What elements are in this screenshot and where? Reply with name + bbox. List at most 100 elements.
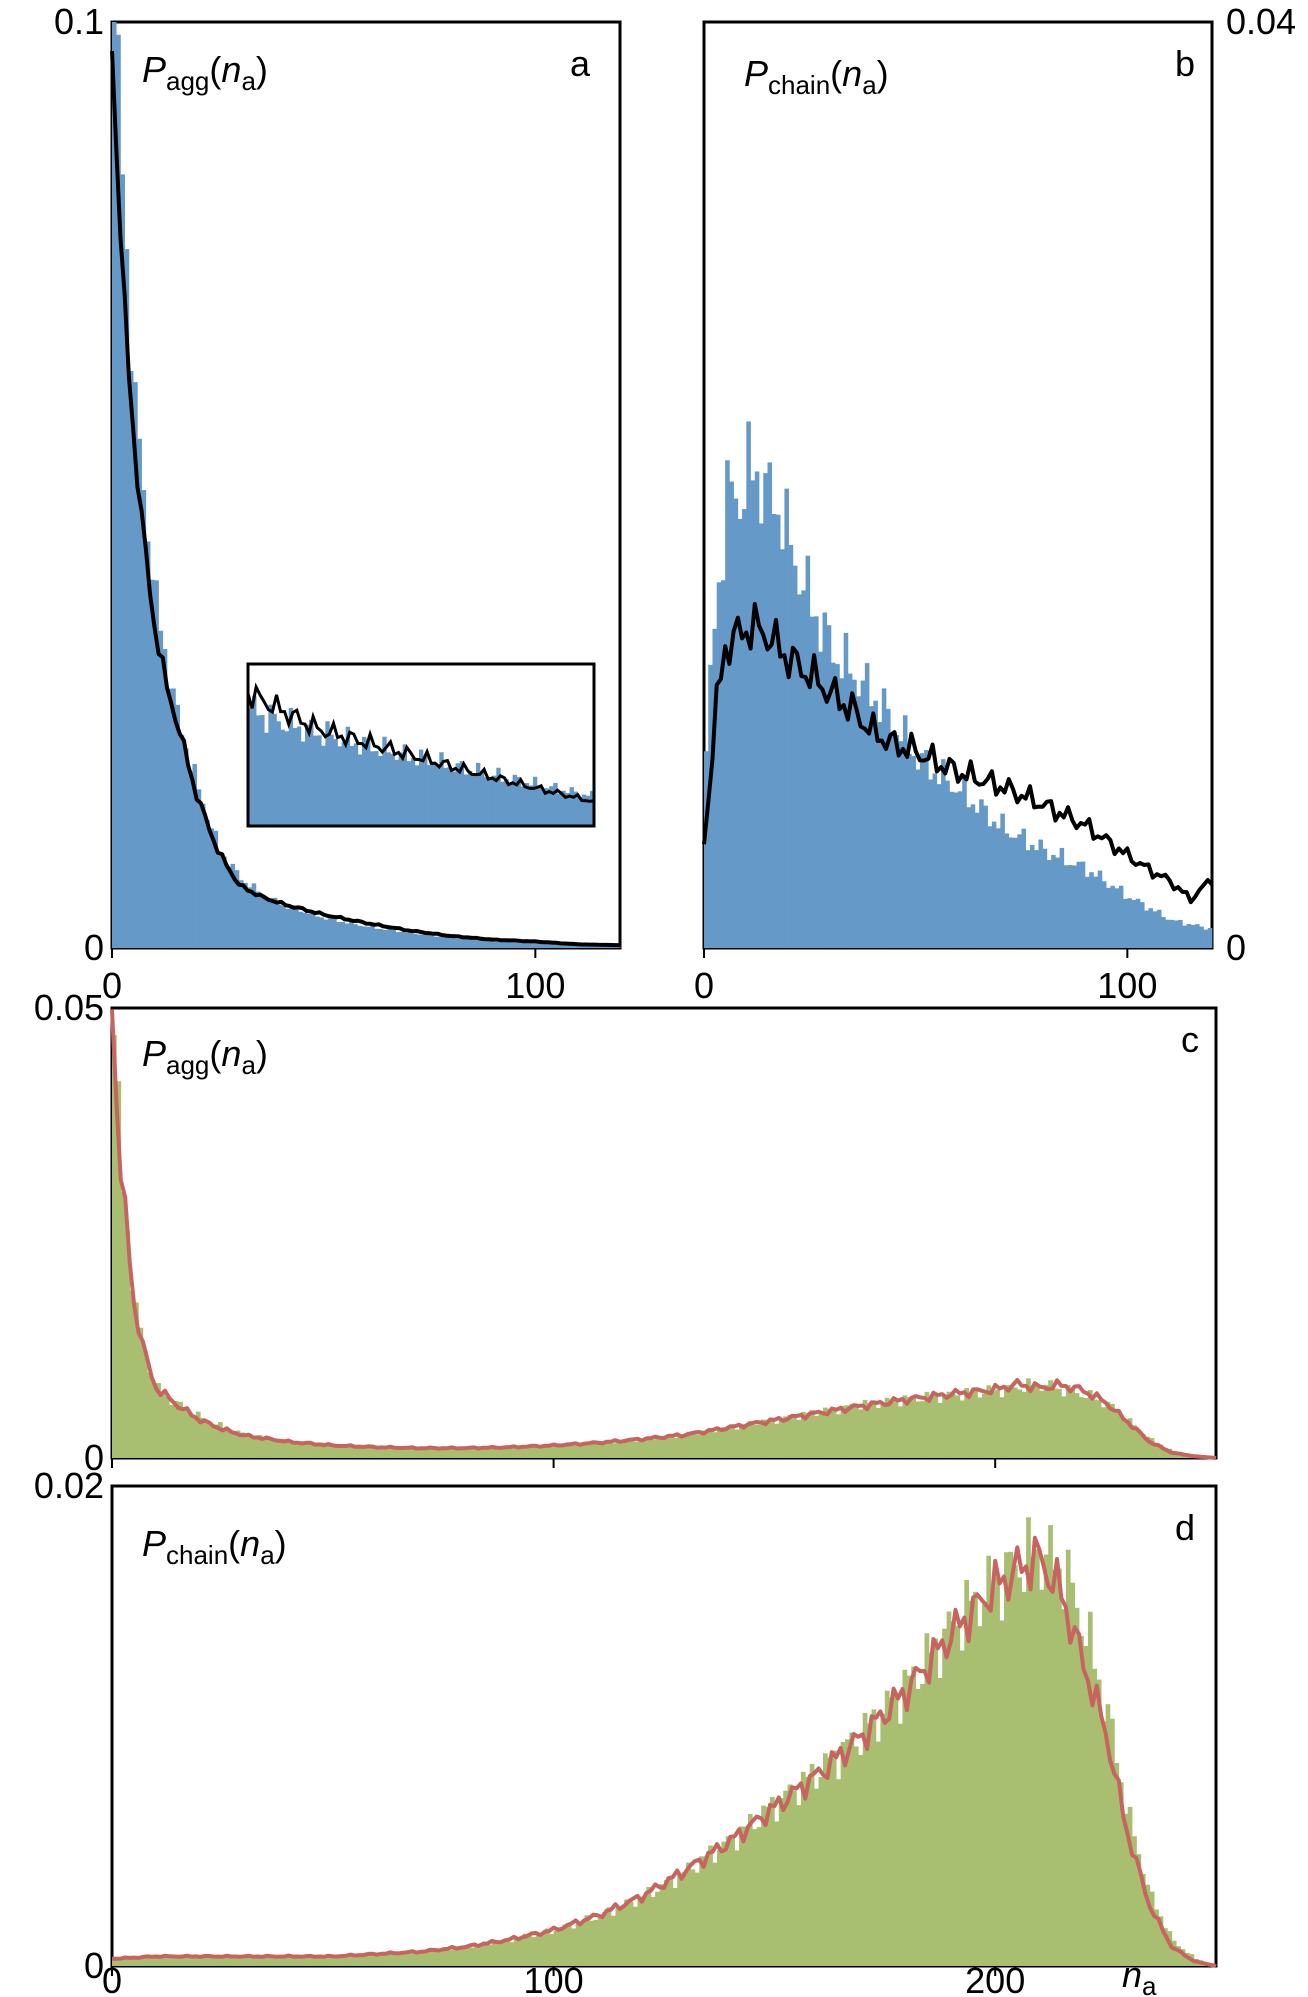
histogram-bar xyxy=(761,1419,766,1458)
histogram-bar xyxy=(204,1420,210,1458)
histogram-bar xyxy=(562,1444,568,1458)
histogram-bar xyxy=(257,1435,263,1458)
histogram-bar xyxy=(999,1397,1005,1458)
inset-histogram-bar xyxy=(504,779,509,826)
histogram-bar xyxy=(399,1951,404,1966)
histogram-bar xyxy=(858,1754,864,1966)
histogram-bar xyxy=(593,1920,599,1966)
histogram-bar xyxy=(968,1392,974,1458)
histogram-bar xyxy=(378,928,384,948)
histogram-bar xyxy=(120,174,125,948)
histogram-bar xyxy=(734,1429,740,1458)
histogram-bar xyxy=(1034,1549,1040,1966)
histogram-bar xyxy=(765,1420,771,1458)
inset-histogram-bar xyxy=(357,754,363,826)
histogram-bar xyxy=(987,826,993,948)
inset-histogram-bar xyxy=(537,786,542,826)
histogram-bar xyxy=(281,905,286,948)
histogram-bar xyxy=(1055,857,1060,948)
inset-histogram-bar xyxy=(528,785,534,826)
histogram-bar xyxy=(399,932,405,948)
histogram-bar xyxy=(763,473,768,948)
panel-b: b Pchain(na) 0 100 0 0.04 xyxy=(694,1,1296,1006)
histogram-bar xyxy=(1136,1429,1142,1458)
histogram-bar xyxy=(774,1821,780,1966)
histogram-bar xyxy=(721,1427,727,1458)
y-axis-label: Pagg(na) xyxy=(142,49,268,96)
histogram-bar xyxy=(285,908,291,948)
histogram-bar xyxy=(482,1941,488,1966)
histogram-bar xyxy=(231,1432,236,1458)
histogram-bar xyxy=(156,1955,161,1966)
histogram-bar xyxy=(112,1958,117,1966)
histogram-bar xyxy=(301,1956,307,1966)
histogram-bar xyxy=(1039,1390,1045,1458)
histogram-bar xyxy=(1171,1940,1177,1966)
histogram-bar xyxy=(827,1408,833,1458)
histogram xyxy=(112,1517,1217,1966)
histogram-bar xyxy=(1199,926,1204,948)
histogram-bar xyxy=(138,1327,144,1458)
histogram-bar xyxy=(467,938,473,948)
x-tick-label: 0 xyxy=(102,965,122,1006)
histogram-bar xyxy=(522,942,528,948)
histogram-bar xyxy=(1079,1397,1084,1458)
histogram-bar xyxy=(1165,919,1170,948)
inset-histogram-bar xyxy=(374,751,379,826)
histogram-bar xyxy=(247,887,252,948)
histogram-bar xyxy=(337,1445,342,1458)
histogram-bar xyxy=(158,630,164,948)
histogram-bar xyxy=(1149,1891,1155,1966)
histogram-bar xyxy=(354,1955,360,1966)
series-line xyxy=(110,1009,1217,1460)
histogram-bar xyxy=(1127,1806,1133,1966)
histogram-bar xyxy=(712,628,717,948)
inset-histogram-bar xyxy=(321,745,326,826)
histogram-bar xyxy=(173,1400,179,1458)
histogram-bar xyxy=(615,1908,621,1966)
inset-histogram-bar xyxy=(349,745,355,826)
x-axis-label-main: n xyxy=(1122,1954,1142,1995)
series-line xyxy=(702,602,1214,905)
histogram-bar xyxy=(655,1891,660,1966)
histogram-bar xyxy=(310,1444,316,1458)
inset-histogram-bar xyxy=(516,776,522,826)
inset-histogram-bar xyxy=(317,735,322,826)
histogram-bar xyxy=(862,1399,868,1458)
histogram-bar xyxy=(226,1956,232,1966)
histogram-bar xyxy=(1070,1389,1075,1458)
histogram-bar xyxy=(946,1611,952,1966)
histogram-bar xyxy=(505,941,511,948)
y-axis-label-paren-close: ) xyxy=(275,1523,287,1564)
histogram-bar xyxy=(416,1448,422,1458)
histogram-bar xyxy=(750,480,756,948)
histogram-bar xyxy=(450,937,456,948)
histogram-bar xyxy=(217,1422,223,1458)
histogram-bar xyxy=(1080,861,1086,948)
histogram-bar xyxy=(1092,1668,1098,1966)
histogram xyxy=(112,1035,1217,1458)
histogram-bar xyxy=(1144,910,1149,948)
histogram-bar xyxy=(346,1956,351,1966)
histogram-bar xyxy=(941,759,946,948)
histogram-bar xyxy=(668,1434,674,1458)
histogram-bar xyxy=(1065,1385,1071,1458)
histogram-bar xyxy=(893,1694,899,1966)
inset-histogram-bar xyxy=(410,757,416,826)
histogram-bar xyxy=(124,249,130,949)
histogram-bar xyxy=(893,1399,899,1458)
inset-histogram-bar xyxy=(500,781,505,826)
histogram-bar xyxy=(928,1396,934,1458)
histogram-bar xyxy=(1030,1385,1036,1458)
histogram-bar xyxy=(1021,1591,1027,1966)
histogram-bar xyxy=(1093,876,1098,948)
inset-histogram-bar xyxy=(541,788,546,826)
panel-letter: c xyxy=(1181,1019,1199,1060)
histogram-bar xyxy=(213,1956,219,1966)
inset-histogram-bar xyxy=(565,792,570,826)
x-tick-label: 100 xyxy=(1097,965,1157,1006)
histogram-bar xyxy=(792,1790,797,1966)
histogram-bar xyxy=(641,1439,647,1458)
histogram-bar xyxy=(353,924,358,948)
histogram-bar xyxy=(860,680,866,948)
